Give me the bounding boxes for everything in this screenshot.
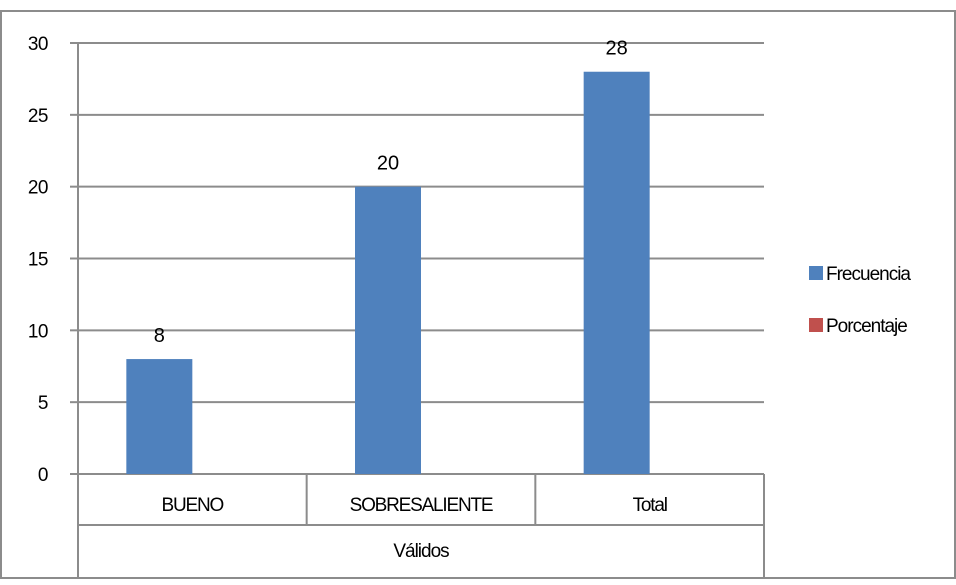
bar-bueno (126, 359, 193, 474)
data-labels: 8 20 28 (154, 38, 628, 347)
bar-total (583, 71, 650, 474)
y-tick-label: 25 (28, 106, 48, 127)
y-tick-label: 20 (28, 178, 48, 199)
y-tick-label: 0 (38, 465, 48, 486)
x-category-labels: BUENO SOBRESALIENTE Total Válidos (162, 495, 668, 562)
legend-label: Porcentaje (826, 316, 907, 337)
bar-sobresaliente (355, 186, 421, 474)
legend-swatch (809, 266, 823, 280)
legend-label: Frecuencia (826, 264, 911, 285)
data-label: 28 (606, 38, 628, 60)
data-label: 20 (377, 153, 399, 175)
y-tick-labels: 0 5 10 15 20 25 30 (28, 34, 49, 486)
data-label: 8 (154, 325, 165, 347)
y-tick-label: 10 (28, 321, 48, 342)
y-tick-label: 30 (28, 34, 48, 55)
bars (126, 71, 650, 474)
x-category-label: SOBRESALIENTE (350, 495, 493, 516)
y-tick-label: 5 (38, 393, 48, 414)
legend: Frecuencia Porcentaje (809, 264, 912, 337)
y-tick-label: 15 (28, 250, 48, 271)
x-category-label: Total (633, 495, 667, 516)
x-category-label: BUENO (162, 495, 224, 516)
legend-swatch (809, 318, 823, 332)
x-group-label: Válidos (393, 541, 449, 562)
chart-border (0, 10, 956, 579)
